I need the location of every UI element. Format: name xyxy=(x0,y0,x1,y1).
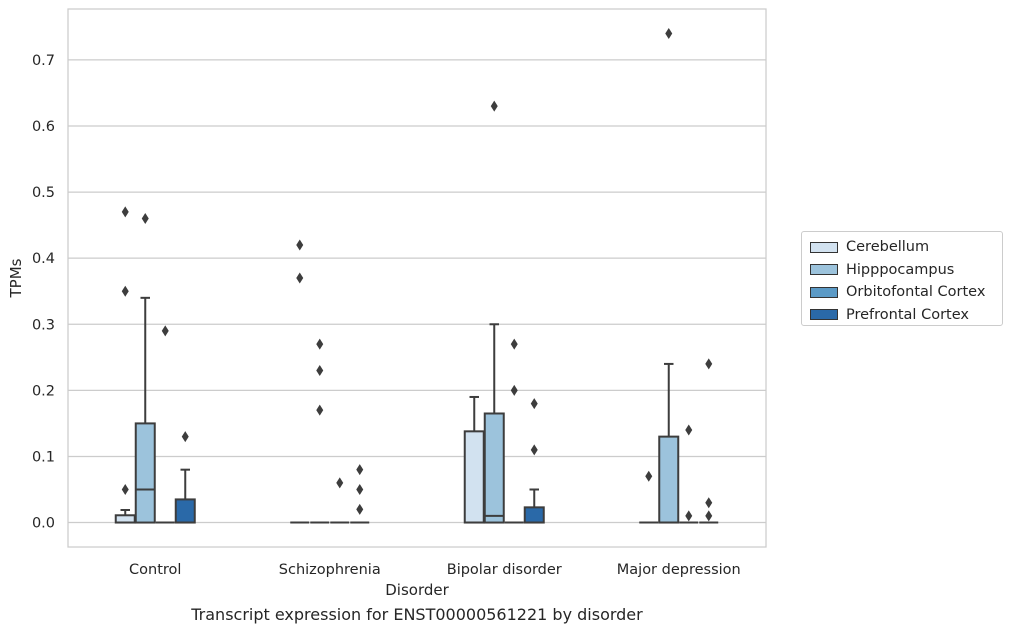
legend-label: Orbitofontal Cortex xyxy=(846,284,986,301)
y-tick-label: 0.6 xyxy=(32,119,55,135)
box-prefrontal-cortex xyxy=(174,431,196,524)
legend-swatch xyxy=(810,264,838,276)
outlier-point xyxy=(685,424,693,436)
outlier-point xyxy=(645,470,653,482)
y-axis-label: TPMs xyxy=(7,258,25,298)
outlier-point xyxy=(510,338,518,350)
box-body xyxy=(483,412,505,524)
box-body xyxy=(174,498,196,524)
box-hipppocampus xyxy=(483,100,505,524)
x-tick-labels: Control Schizophrenia Bipolar disorder Majo… xyxy=(129,562,741,578)
y-tick-label: 0.2 xyxy=(32,383,55,399)
x-tick-label: Major depression xyxy=(617,562,741,578)
box-orbitofontal-cortex xyxy=(330,477,350,524)
box-body xyxy=(463,430,485,524)
legend-swatch xyxy=(810,286,838,298)
box-cerebellum xyxy=(463,395,485,524)
legend-item: Orbitofontal Cortex xyxy=(810,281,994,304)
outlier-point xyxy=(121,483,129,495)
outlier-point xyxy=(316,365,324,377)
y-tick-label: 0.4 xyxy=(32,251,55,267)
outlier-point xyxy=(296,272,304,284)
outlier-point xyxy=(316,404,324,416)
box-hipppocampus xyxy=(658,27,680,524)
plot-area-frame xyxy=(67,8,767,548)
outlier-point xyxy=(181,431,189,443)
box-prefrontal-cortex xyxy=(699,358,719,524)
outlier-point xyxy=(530,444,538,456)
y-tick-labels: 0.0 0.1 0.2 0.3 0.4 0.5 0.6 0.7 xyxy=(32,53,55,532)
y-tick-label: 0.5 xyxy=(32,185,55,201)
y-tick-label: 0.7 xyxy=(32,53,55,69)
legend: Cerebellum Hipppocampus Orbitofontal Cor… xyxy=(801,231,1003,326)
outlier-point xyxy=(356,503,364,515)
x-tick-label: Control xyxy=(129,562,181,578)
outlier-point xyxy=(705,497,713,509)
box-body xyxy=(114,514,136,524)
figure-caption: Transcript expression for ENST0000056122… xyxy=(191,605,643,624)
outlier-point xyxy=(316,338,324,350)
outlier-point xyxy=(121,285,129,297)
box-body xyxy=(658,435,680,524)
box-cerebellum xyxy=(114,206,136,524)
y-tick-label: 0.3 xyxy=(32,317,55,333)
box-orbitofontal-cortex xyxy=(679,424,699,524)
box-prefrontal-cortex xyxy=(523,398,545,524)
legend-swatch xyxy=(810,309,838,321)
box-cerebellum xyxy=(639,470,659,524)
outlier-point xyxy=(296,239,304,251)
legend-label: Hipppocampus xyxy=(846,261,955,278)
outlier-point xyxy=(510,384,518,396)
y-tick-label: 0.1 xyxy=(32,449,55,465)
x-axis-label: Disorder xyxy=(385,581,449,599)
legend-label: Cerebellum xyxy=(846,239,930,256)
box-hipppocampus xyxy=(310,338,330,524)
box-groups xyxy=(114,27,719,524)
x-tick-label: Bipolar disorder xyxy=(447,562,562,578)
outlier-point xyxy=(141,213,149,225)
box-hipppocampus xyxy=(134,213,156,524)
outlier-point xyxy=(161,325,169,337)
outlier-point xyxy=(685,510,693,522)
box-cerebellum xyxy=(290,239,310,524)
legend-label: Prefrontal Cortex xyxy=(846,306,969,323)
outlier-point xyxy=(336,477,344,489)
outlier-point xyxy=(705,358,713,370)
box-prefrontal-cortex xyxy=(350,464,370,524)
legend-item: Cerebellum xyxy=(810,236,994,259)
outlier-point xyxy=(665,27,673,39)
box-body xyxy=(134,422,156,524)
outlier-point xyxy=(356,464,364,476)
box-body xyxy=(523,506,545,524)
outlier-point xyxy=(530,398,538,410)
y-tick-label: 0.0 xyxy=(32,516,55,532)
box-orbitofontal-cortex xyxy=(155,325,175,524)
x-tick-label: Schizophrenia xyxy=(279,562,381,578)
legend-item: Prefrontal Cortex xyxy=(810,304,994,327)
outlier-point xyxy=(705,510,713,522)
legend-swatch xyxy=(810,241,838,253)
box-orbitofontal-cortex xyxy=(504,338,524,524)
outlier-point xyxy=(356,483,364,495)
outlier-point xyxy=(121,206,129,218)
legend-item: Hipppocampus xyxy=(810,259,994,282)
grid-lines xyxy=(68,59,766,524)
outlier-point xyxy=(490,100,498,112)
